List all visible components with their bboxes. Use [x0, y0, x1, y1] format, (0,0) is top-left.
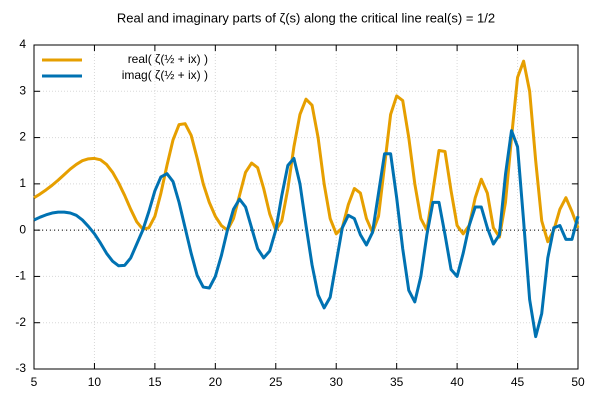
x-tick-label: 45 — [511, 375, 525, 389]
x-tick-label: 10 — [88, 375, 102, 389]
x-tick-label: 20 — [209, 375, 223, 389]
x-tick-label: 5 — [31, 375, 38, 389]
legend-label: real( ζ(½ + ix) ) — [128, 52, 208, 66]
x-tick-label: 30 — [330, 375, 344, 389]
y-tick-label: 4 — [19, 37, 26, 51]
x-tick-label: 35 — [390, 375, 404, 389]
legend-label: imag( ζ(½ + ix) ) — [122, 68, 208, 82]
x-tick-label: 25 — [269, 375, 283, 389]
y-tick-label: 2 — [19, 130, 26, 144]
y-tick-label: 0 — [19, 222, 26, 236]
y-tick-label: 1 — [19, 176, 26, 190]
plot-frame — [33, 44, 579, 370]
y-tick-label: -3 — [15, 361, 26, 375]
y-tick-label: -2 — [15, 315, 26, 329]
x-tick-label: 15 — [148, 375, 162, 389]
x-tick-label: 40 — [450, 375, 464, 389]
y-tick-label: 3 — [19, 83, 26, 97]
chart-title: Real and imaginary parts of ζ(s) along t… — [117, 10, 495, 25]
series-line — [33, 59, 580, 244]
y-tick-label: -1 — [15, 269, 26, 283]
x-tick-label: 50 — [571, 375, 585, 389]
series-line — [33, 129, 580, 339]
